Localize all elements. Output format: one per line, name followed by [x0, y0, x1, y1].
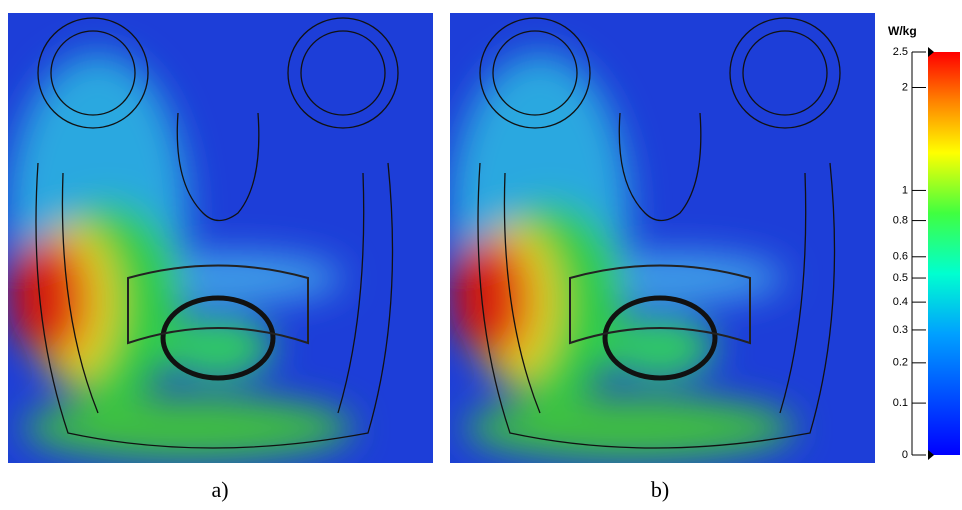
- panel-label: a): [211, 477, 228, 502]
- tick-label: 1: [902, 184, 908, 196]
- tick-label: 0.2: [893, 357, 908, 369]
- tick-label: 0: [902, 449, 908, 461]
- panel-image: [8, 13, 433, 463]
- panel-label: b): [651, 477, 669, 502]
- tick-label: 2: [902, 81, 908, 93]
- panel-image: [450, 13, 875, 463]
- colorbar: [928, 52, 960, 455]
- tick-label: 0.4: [893, 296, 908, 308]
- tick-label: 0.1: [893, 397, 908, 409]
- tick-label: 0.6: [893, 251, 908, 263]
- tick-label: 0.5: [893, 272, 908, 284]
- tick-label: 2.5: [893, 46, 908, 58]
- tick-label: 0.3: [893, 324, 908, 336]
- tick-label: 0.8: [893, 214, 908, 226]
- colorbar-unit: W/kg: [888, 24, 917, 38]
